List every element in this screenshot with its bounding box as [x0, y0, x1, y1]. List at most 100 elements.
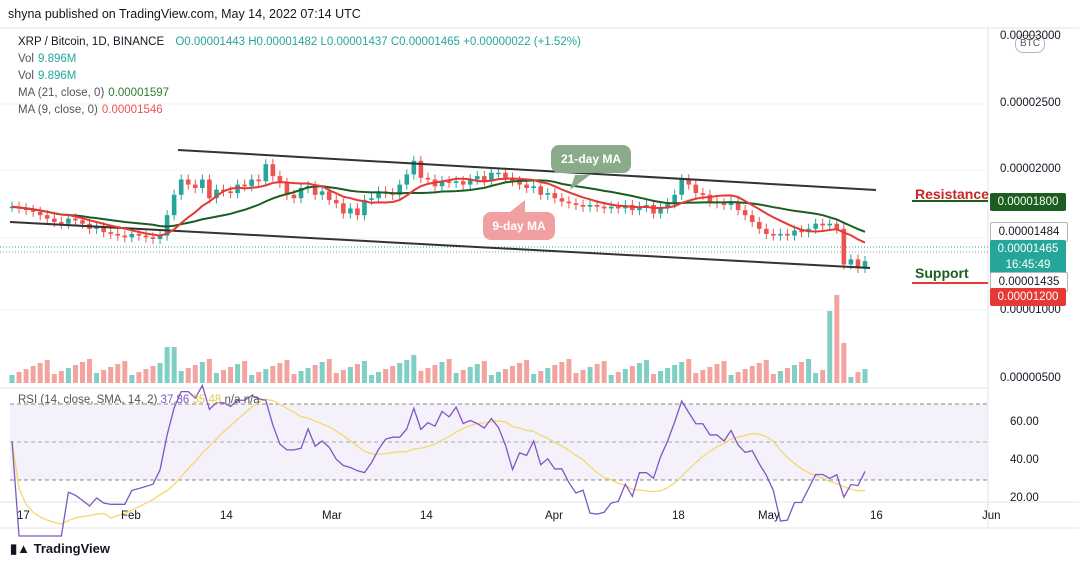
legend-ma21-row: MA (21, close, 0) 0.00001597 — [18, 87, 169, 99]
candle-body — [284, 182, 290, 195]
candle-body — [771, 233, 776, 236]
tv-logo-icon: ▮▲ — [10, 541, 31, 556]
legend-ma9-value: 0.00001546 — [101, 104, 163, 116]
volume-bar — [777, 371, 783, 383]
price-axis-label-2: 0.00002000 — [1000, 163, 1061, 175]
volume-bar — [510, 366, 516, 383]
volume-bar — [841, 343, 847, 383]
volume-bar — [122, 361, 128, 383]
candle-body — [333, 199, 339, 204]
volume-bar — [862, 369, 868, 383]
candle-body — [496, 172, 501, 175]
candle-body — [848, 259, 854, 265]
legend-ma9-row: MA (9, close, 0) 0.00001546 — [18, 104, 163, 116]
volume-bar — [37, 363, 43, 383]
volume-bar — [291, 374, 297, 383]
volume-bar — [834, 295, 840, 383]
volume-bar — [326, 359, 332, 383]
candle-body — [665, 203, 670, 209]
candle-body — [291, 194, 297, 199]
price-tag-resistance: 0.00001800 — [990, 193, 1066, 211]
candle-body — [672, 194, 677, 204]
date-label-1: Feb — [121, 510, 141, 522]
candle-body — [270, 164, 276, 177]
volume-bar — [693, 373, 699, 383]
rsi-axis-label-20: 20.00 — [1010, 492, 1039, 504]
candle-body — [129, 233, 135, 238]
candle-body — [397, 184, 403, 195]
volume-bar — [411, 355, 417, 383]
legend-ohlc: O0.00001443 H0.00001482 L0.00001437 C0.0… — [175, 36, 581, 48]
volume-bar — [44, 360, 50, 383]
volume-bar — [439, 362, 445, 383]
candle-body — [411, 160, 417, 175]
volume-bar — [220, 370, 226, 383]
volume-bar — [615, 372, 621, 383]
legend-pair-row: XRP / Bitcoin, 1D, BINANCE O0.00001443 H… — [18, 36, 581, 48]
candle-body — [101, 227, 106, 233]
candle-body — [834, 223, 840, 229]
price-tag-current: 0.00001465 — [990, 240, 1066, 258]
rsi-legend-label: RSI (14, close, SMA, 14, 2) — [18, 394, 158, 406]
candle-body — [742, 210, 748, 216]
legend-volume-row-1: Vol 9.896M — [18, 53, 76, 65]
candle-body — [44, 215, 50, 219]
volume-bar — [531, 374, 537, 383]
candle-body — [552, 193, 558, 199]
volume-bar — [87, 359, 93, 383]
volume-bar — [369, 375, 375, 383]
candle-body — [524, 184, 529, 188]
date-label-7: May — [758, 510, 780, 522]
footer-brand: TradingView — [33, 541, 110, 556]
candle-body — [707, 194, 713, 202]
volume-bar — [263, 369, 269, 383]
price-axis-label-0: 0.00003000 — [1000, 30, 1061, 42]
ma21-annotation: 21-day MA — [551, 145, 631, 173]
volume-bar — [298, 371, 304, 383]
volume-bar — [784, 368, 790, 383]
candle-body — [369, 198, 374, 200]
volume-bar — [333, 373, 339, 383]
candle-body — [637, 206, 642, 211]
candle-body — [587, 205, 593, 207]
volume-bar — [94, 373, 100, 383]
candle-body — [37, 211, 43, 216]
volume-bar — [270, 366, 276, 383]
volume-bar — [340, 370, 346, 383]
candle-body — [94, 227, 99, 229]
volume-bar — [495, 372, 501, 383]
volume-bar — [792, 365, 798, 383]
rsi-line — [11, 383, 866, 537]
candle-body — [249, 179, 254, 187]
ma9-line — [11, 177, 866, 244]
volume-bar — [460, 370, 466, 383]
candle-body — [341, 203, 346, 214]
candle-body — [474, 176, 480, 180]
candle-body — [693, 184, 699, 194]
volume-bar — [235, 364, 241, 383]
volume-bar — [51, 374, 57, 383]
candle-body — [580, 205, 586, 207]
volume-bar — [735, 372, 741, 383]
rsi-sma-line — [11, 398, 866, 525]
currency-badge[interactable]: BTC — [1015, 35, 1045, 53]
candle-body — [319, 191, 325, 195]
volume-bar — [143, 369, 149, 383]
volume-bar — [376, 372, 382, 383]
legend-vol-value: 9.896M — [38, 53, 77, 65]
volume-bar — [164, 347, 170, 383]
candle-body — [799, 230, 804, 233]
candle-body — [51, 218, 57, 222]
candle-body — [164, 215, 170, 236]
volume-bar — [799, 362, 805, 383]
volume-bar — [418, 371, 424, 383]
candle-body — [467, 179, 473, 185]
tradingview-logo[interactable]: ▮▲ TradingView — [10, 541, 110, 557]
volume-bar — [651, 374, 657, 383]
candle-body — [785, 233, 790, 236]
volume-bar — [700, 370, 706, 383]
volume-bar — [150, 366, 156, 383]
rsi-legend-extra: n/a n/a — [224, 394, 260, 406]
volume-bar — [171, 347, 177, 383]
